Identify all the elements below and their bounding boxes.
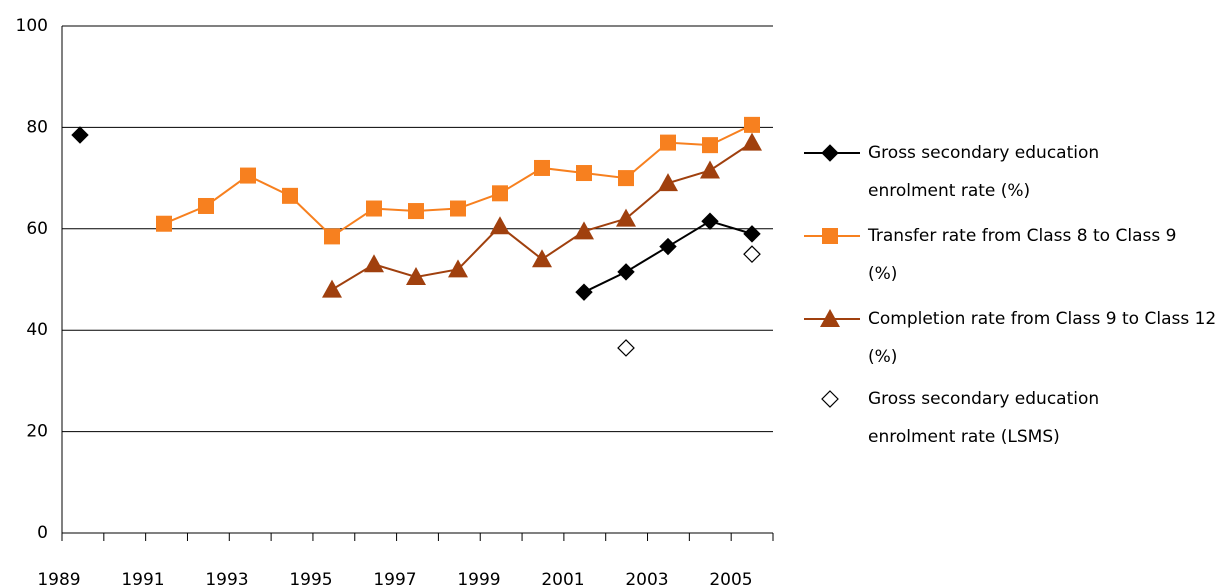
x-tick-label: 2005 [709, 570, 752, 588]
data-point [616, 208, 636, 227]
legend-item: Completion rate from Class 9 to Class 12… [800, 300, 1216, 376]
data-point [448, 259, 468, 278]
data-point [156, 215, 172, 232]
data-point [575, 283, 593, 301]
data-point [700, 160, 720, 179]
data-point [701, 212, 719, 230]
data-point [574, 221, 594, 240]
legend-symbol [804, 228, 860, 244]
data-point [71, 126, 89, 144]
y-tick-label: 0 [37, 523, 48, 543]
data-point [532, 249, 552, 268]
x-tick-label: 1989 [37, 570, 80, 588]
legend-label: Gross secondary education enrolment rate… [868, 143, 1100, 201]
data-point [490, 216, 510, 235]
data-point [366, 200, 382, 217]
series-line [583, 220, 753, 294]
legend-item: Gross secondary education enrolment rate… [800, 134, 1210, 210]
x-tick-label: 1991 [121, 570, 164, 588]
data-point [618, 170, 634, 187]
legend-marker [822, 228, 838, 244]
data-point [658, 173, 678, 192]
legend-label: Completion rate from Class 9 to Class 12… [868, 309, 1217, 367]
legend-label: Transfer rate from Class 8 to Class 9 (%… [868, 226, 1177, 284]
x-tick-label: 2003 [625, 570, 668, 588]
data-point [742, 132, 762, 151]
x-tick-label: 1995 [289, 570, 332, 588]
legend-item: Gross secondary education enrolment rate… [800, 380, 1210, 456]
data-point [702, 137, 718, 154]
data-point [240, 167, 256, 184]
data-point [324, 228, 340, 245]
legend-symbol [804, 309, 860, 327]
data-point [576, 165, 592, 182]
data-point [617, 263, 635, 281]
data-point [322, 279, 342, 298]
legend-marker [821, 144, 839, 162]
data-point [534, 159, 550, 176]
data-point [492, 185, 508, 202]
x-tick-label: 2001 [541, 570, 584, 588]
legend-marker [820, 309, 840, 327]
x-tick-label: 1999 [457, 570, 500, 588]
data-point [659, 237, 677, 256]
data-point [617, 339, 635, 357]
data-point [408, 203, 424, 220]
legend-symbol [804, 144, 860, 162]
data-point [450, 200, 466, 217]
data-point [660, 134, 676, 151]
y-tick-label: 100 [16, 16, 48, 36]
data-point [743, 225, 761, 243]
data-point [406, 266, 426, 285]
y-tick-label: 60 [26, 219, 48, 239]
data-point [282, 187, 298, 204]
legend-symbol [821, 390, 839, 408]
y-tick-label: 40 [26, 320, 48, 340]
data-point [198, 197, 214, 214]
y-tick-label: 80 [26, 117, 48, 137]
x-tick-label: 1993 [205, 570, 248, 588]
legend-label: Gross secondary education enrolment rate… [868, 389, 1100, 447]
data-point [743, 245, 761, 263]
legend-item: Transfer rate from Class 8 to Class 9 (%… [800, 217, 1210, 293]
legend-marker [821, 390, 839, 408]
y-tick-label: 20 [26, 422, 48, 442]
data-point [364, 254, 384, 273]
data-point [744, 116, 760, 133]
x-tick-label: 1997 [373, 570, 416, 588]
